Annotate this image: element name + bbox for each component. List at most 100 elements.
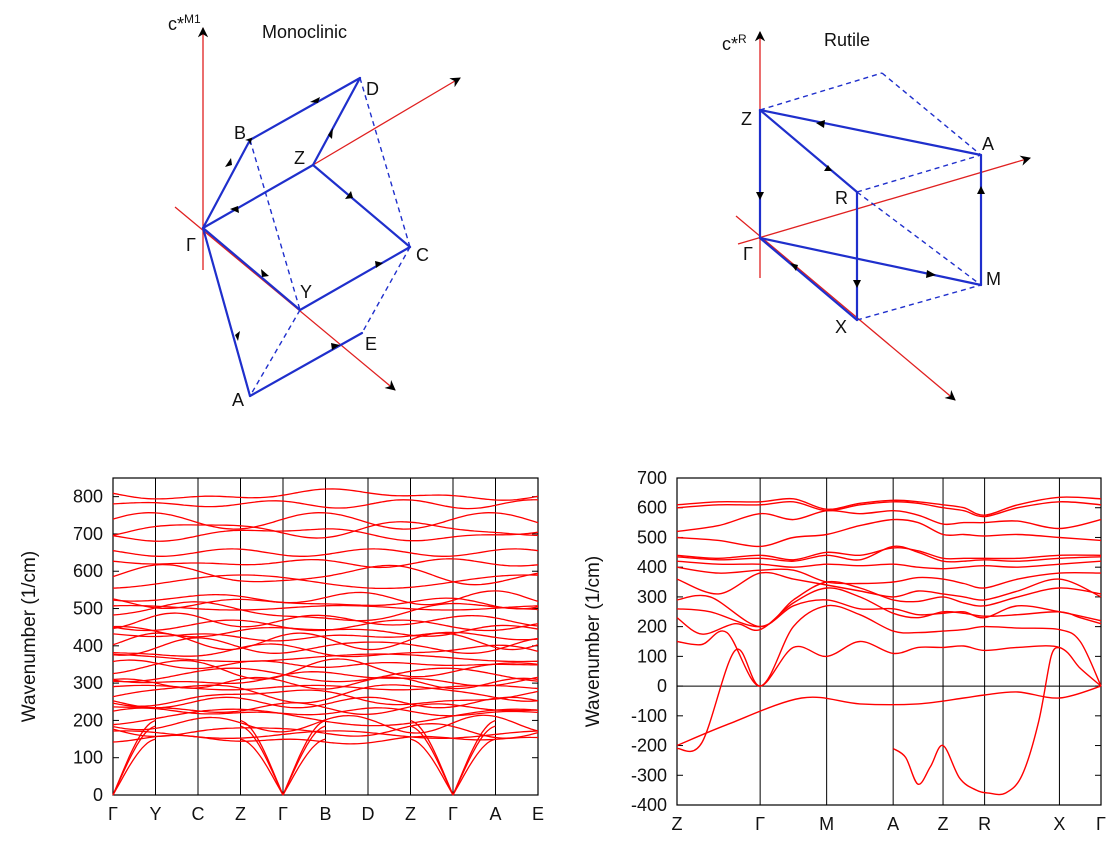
mono-band-line [112,604,539,611]
mono-xtick-label: A [489,804,501,824]
mono-band-line [112,714,539,734]
mono-band-line [112,528,539,542]
mono-band-line [112,558,539,569]
mono-acoustic-line [452,738,496,796]
rutile-ytick-label: 700 [637,468,667,488]
mono-path-a-e [248,331,364,398]
rutile-band-line [676,496,1102,516]
mono-axis-diagonal [312,77,461,166]
mono-acoustic-line [282,719,326,796]
mono-xtick-label: E [532,804,544,824]
mono-point-b: B [234,123,246,143]
mono-point-d: D [366,79,379,99]
rutile-band-line [676,518,1102,548]
rutile-path-x-gamma [758,236,859,322]
mono-dash-dc [359,77,411,248]
mono-acoustic-line [410,719,454,796]
mono-band-line [112,512,539,530]
mono-acoustic-line [452,719,496,796]
rutile-point-z: Z [741,109,752,129]
mono-band-line [112,548,539,557]
mono-band-line [112,702,539,716]
mono-band-line [112,659,538,670]
mono-band-line [112,667,539,683]
mono-ytick-label: 100 [73,748,103,768]
mono-band-line [112,689,539,707]
mono-point-e: E [365,334,377,354]
rutile-xtick-label: R [978,814,991,834]
mono-path-d-z [311,76,362,167]
monoclinic-dispersion-plot: 0 100 200 300 400 500 600 700 800 Γ Y C Z Γ B D Z Γ A E Wave… [19,477,544,824]
rutile-arrow-1 [756,192,764,200]
mono-axis-label: c*M1 [168,12,201,34]
mono-xtick-label: Z [235,804,246,824]
rutile-axis-lower [735,215,956,401]
mono-band-line [112,671,539,687]
mono-band-line [112,643,539,658]
mono-point-z: Z [294,148,305,168]
mono-arrow-2 [310,97,320,103]
mono-xtick-label: Γ [278,804,288,824]
mono-band-line [112,574,539,590]
rutile-ytick-label: 100 [637,646,667,666]
mono-point-y: Y [300,282,312,302]
rutile-band-line [676,685,1102,747]
mono-path-z-c [311,163,412,249]
rutile-dash-2 [881,72,982,156]
monoclinic-bz: Monoclinic c*M1 B Z D Γ C Y E A [168,12,461,410]
rutile-ytick-label: 500 [637,527,667,547]
mono-arrow-9 [331,343,340,350]
rutile-bands [676,496,1102,796]
mono-acoustic-line [240,738,284,796]
rutile-path-gamma-m [758,236,983,287]
rutile-band-line [676,547,1102,561]
rutile-point-r: R [835,188,848,208]
rutile-band-line [676,509,1102,533]
mono-point-gamma: Γ [186,235,196,255]
rutile-xtick-label: X [1053,814,1065,834]
mono-path-gamma-y [201,226,302,312]
rutile-band-line [676,604,1102,687]
rutile-ytick-label: 0 [657,676,667,696]
rutile-axis-label: c*R [722,32,747,54]
mono-acoustic-line [410,738,454,796]
rutile-band-line [676,587,1102,635]
mono-xtick-label: B [319,804,331,824]
mono-band-line [112,631,539,642]
mono-ytick-label: 500 [73,599,103,619]
mono-band-line [112,597,539,610]
mono-xtick-label: Z [405,804,416,824]
rutile-path-arrows [756,120,985,288]
mono-ytick-label: 700 [73,524,103,544]
rutile-dispersion-plot: -400 -300 -200 -100 0 100 200 300 400 500 600 700 Z Γ… [583,468,1106,834]
rutile-axis-diagonal [737,155,1031,245]
rutile-arrow-6 [926,270,936,278]
mono-band-line [112,658,539,680]
mono-arrow-3 [328,128,333,139]
mono-ytick-label: 0 [93,785,103,805]
rutile-xtick-label: Γ [1096,814,1106,834]
mono-band-line [112,499,539,510]
rutile-band-line [892,646,1060,796]
rutile-point-gamma: Γ [743,244,753,264]
mono-path-y-c [298,245,412,312]
mono-dash-bd [249,139,301,311]
mono-xtick-label: D [362,804,375,824]
mono-arrow-6 [261,269,269,277]
mono-band-line [112,708,539,727]
mono-xtick-label: Γ [108,804,118,824]
mono-frame [112,477,539,796]
mono-bands [112,488,539,796]
mono-title: Monoclinic [262,22,347,42]
mono-band-line [112,653,539,663]
rutile-ytick-label: 600 [637,498,667,518]
rutile-arrow-5 [790,263,798,271]
mono-ytick-label: 400 [73,636,103,656]
mono-arrow-1 [225,158,232,167]
rutile-xtick-label: A [887,814,899,834]
rutile-ytick-label: -400 [631,795,667,815]
mono-band-line [112,619,539,632]
rutile-ytick-label: 200 [637,617,667,637]
rutile-ytick-label: -200 [631,736,667,756]
rutile-dash-5 [856,284,982,321]
